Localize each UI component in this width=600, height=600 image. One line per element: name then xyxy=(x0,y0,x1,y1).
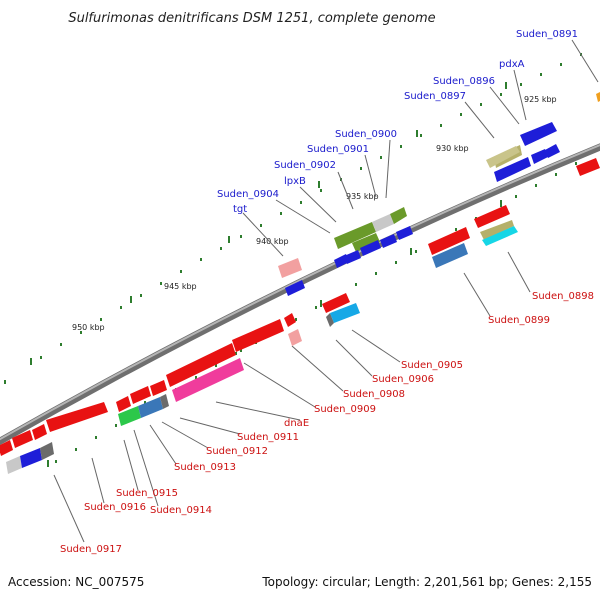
label-pdxa[interactable]: pdxA xyxy=(499,59,525,70)
label-suden-0905[interactable]: Suden_0905 xyxy=(401,360,463,371)
label-suden-0896[interactable]: Suden_0896 xyxy=(433,76,495,87)
label-suden-0909[interactable]: Suden_0909 xyxy=(314,404,376,415)
reverse-genes xyxy=(0,92,600,456)
label-suden-0900[interactable]: Suden_0900 xyxy=(335,129,397,140)
label-suden-0891[interactable]: Suden_0891 xyxy=(516,29,578,40)
genome-summary: Topology: circular; Length: 2,201,561 bp… xyxy=(261,575,592,589)
label-tgt[interactable]: tgt xyxy=(233,204,247,215)
label-suden-0897[interactable]: Suden_0897 xyxy=(404,91,466,102)
label-suden-0911[interactable]: Suden_0911 xyxy=(237,432,299,443)
label-leaders xyxy=(53,39,599,543)
forward-gene-labels: Suden_0891 pdxA Suden_0896 Suden_0897 Su… xyxy=(217,29,578,215)
label-suden-0913[interactable]: Suden_0913 xyxy=(174,462,236,473)
kbp-label-945: 945 kbp xyxy=(164,282,197,291)
label-suden-0914[interactable]: Suden_0914 xyxy=(150,505,212,516)
label-suden-0908[interactable]: Suden_0908 xyxy=(343,389,405,400)
label-suden-0904[interactable]: Suden_0904 xyxy=(217,189,279,200)
label-suden-0915[interactable]: Suden_0915 xyxy=(116,488,178,499)
kbp-label-935: 935 kbp xyxy=(346,192,379,201)
label-suden-0901[interactable]: Suden_0901 xyxy=(307,144,369,155)
label-suden-0917[interactable]: Suden_0917 xyxy=(60,544,122,555)
label-suden-0912[interactable]: Suden_0912 xyxy=(206,446,268,457)
label-suden-0906[interactable]: Suden_0906 xyxy=(372,374,434,385)
label-lpxb[interactable]: lpxB xyxy=(284,176,306,187)
kbp-label-930: 930 kbp xyxy=(436,144,469,153)
label-suden-0899[interactable]: Suden_0899 xyxy=(488,315,550,326)
forward-genes xyxy=(6,122,560,474)
kbp-label-925: 925 kbp xyxy=(524,95,557,104)
accession-text: Accession: NC_007575 xyxy=(8,575,144,589)
genome-backbone xyxy=(0,143,600,446)
label-suden-0898[interactable]: Suden_0898 xyxy=(532,291,594,302)
label-suden-0916[interactable]: Suden_0916 xyxy=(84,502,146,513)
reverse-gene-labels: Suden_0898 Suden_0899 Suden_0905 Suden_0… xyxy=(60,291,594,555)
label-dnae[interactable]: dnaE xyxy=(284,418,309,429)
kbp-label-940: 940 kbp xyxy=(256,237,289,246)
map-title: Sulfurimonas denitrificans DSM 1251, com… xyxy=(68,11,435,26)
label-suden-0902[interactable]: Suden_0902 xyxy=(274,160,336,171)
kbp-label-950: 950 kbp xyxy=(72,323,105,332)
